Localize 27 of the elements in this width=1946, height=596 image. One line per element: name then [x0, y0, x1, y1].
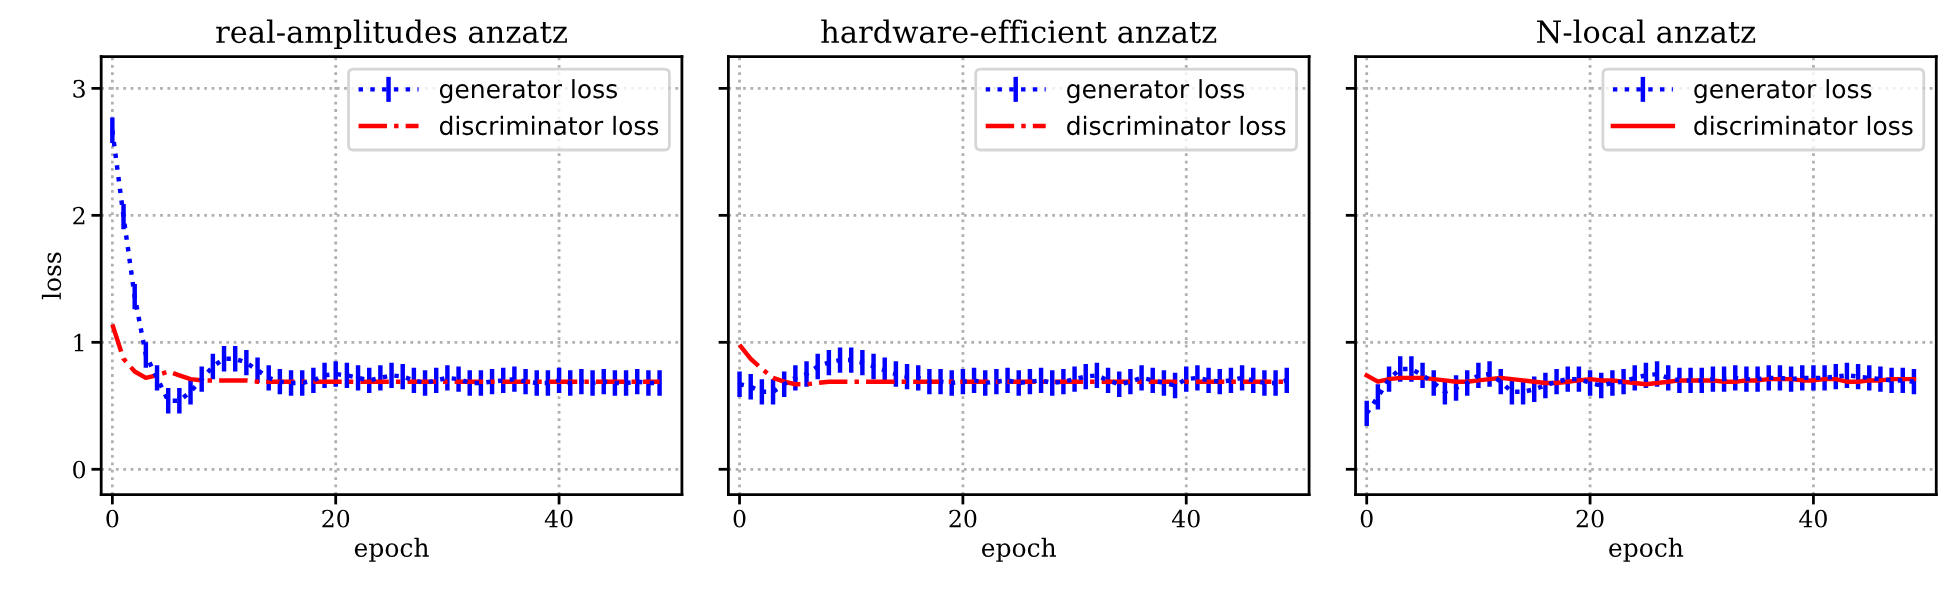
x-tick-label: 40 [1799, 509, 1827, 528]
x-tick-label: 0 [1360, 509, 1373, 528]
y-tick-label: 1 [74, 333, 84, 352]
x-axis-title: epoch [982, 537, 1057, 562]
legend-label: generator loss [1067, 79, 1245, 104]
x-tick-label: 40 [1171, 509, 1200, 528]
y-tick-label: 2 [73, 206, 85, 225]
legend-label: discriminator loss [1694, 115, 1913, 136]
x-tick-label: 0 [106, 509, 119, 528]
chart-title: N-local anzatz [1537, 19, 1756, 44]
legend-label: generator loss [1694, 79, 1872, 104]
legend-label: discriminator loss [1067, 115, 1286, 136]
legend-label: discriminator loss [439, 115, 659, 136]
x-tick-label: 20 [949, 509, 977, 528]
x-tick-label: 0 [733, 509, 746, 528]
x-tick-label: 20 [322, 509, 350, 528]
x-tick-label: 20 [1576, 509, 1604, 528]
y-axis-title: loss [41, 252, 62, 300]
x-axis-title: epoch [1609, 537, 1684, 562]
chart-title: real-amplitudes anzatz [216, 19, 567, 50]
legend-label: generator loss [439, 79, 617, 104]
x-tick-label: 40 [544, 509, 573, 528]
chart-title: hardware-efficient anzatz [821, 19, 1217, 44]
line-series [110, 322, 662, 384]
y-tick-label: 3 [73, 79, 85, 98]
x-axis-title: epoch [354, 537, 429, 562]
y-tick-label: 0 [73, 460, 86, 479]
